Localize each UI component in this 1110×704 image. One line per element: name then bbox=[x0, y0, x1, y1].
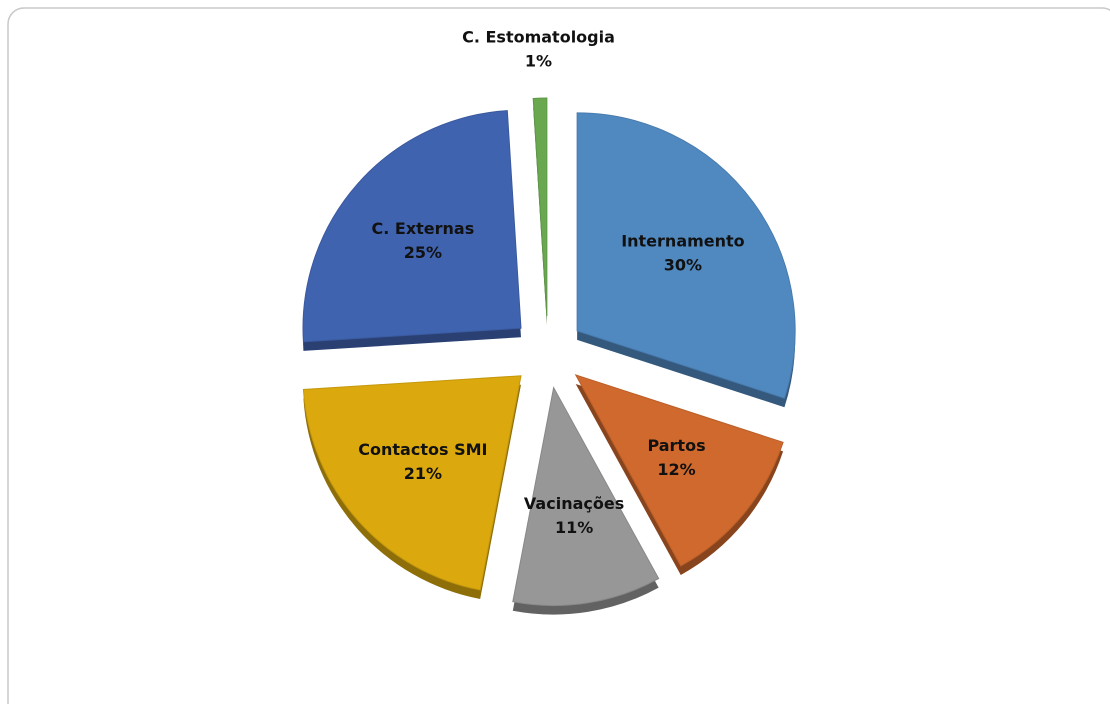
slice-value-label: 21% bbox=[404, 464, 442, 483]
slice-value-label: 30% bbox=[664, 255, 702, 274]
slice-value-label: 25% bbox=[404, 243, 442, 262]
slice bbox=[302, 110, 522, 343]
slice bbox=[576, 112, 796, 399]
labels: Internamento 30% Partos 12% Vacinações 11% Con… bbox=[358, 28, 744, 538]
chart-frame bbox=[7, 7, 1110, 704]
slice-label: C. Estomatologia bbox=[462, 28, 615, 47]
slice-label: C. Externas bbox=[372, 219, 475, 238]
slice-value-label: 1% bbox=[525, 52, 552, 71]
slice-value-label: 12% bbox=[657, 460, 695, 479]
slice-label: Contactos SMI bbox=[358, 440, 487, 459]
slice-label: Vacinações bbox=[524, 494, 624, 513]
slice bbox=[574, 374, 784, 567]
slice bbox=[302, 375, 522, 591]
pie bbox=[302, 97, 796, 615]
slice bbox=[532, 97, 548, 317]
slice bbox=[512, 386, 660, 606]
slice-label: Internamento bbox=[621, 231, 744, 250]
slice-value-label: 11% bbox=[555, 518, 593, 537]
slice-label: Partos bbox=[647, 436, 705, 455]
